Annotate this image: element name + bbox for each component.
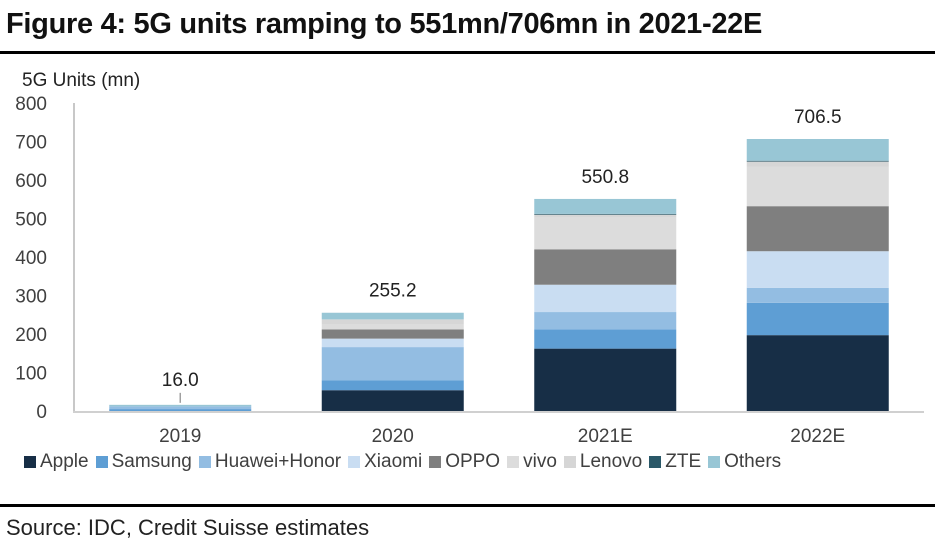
bar-segment-zte-2022e: [746, 160, 889, 162]
legend-item: vivo: [507, 451, 557, 473]
legend-item: ZTE: [649, 451, 701, 473]
legend-swatch-icon: [649, 456, 662, 468]
bar-segment-others-2022e: [746, 138, 889, 161]
bar-segment-samsung-2021e: [534, 329, 677, 349]
legend-swatch-icon: [95, 456, 108, 468]
bar-segment-apple-2020: [321, 390, 464, 411]
legend-label: ZTE: [665, 451, 702, 472]
bar-segment-samsung-2019: [109, 409, 252, 411]
legend-label: Xiaomi: [364, 451, 423, 472]
legend-swatch-icon: [507, 456, 520, 468]
bar-segment-lenovo-2020: [321, 319, 464, 324]
bar-segment-apple-2022e: [746, 335, 889, 411]
bar-segment-samsung-2020: [321, 380, 464, 391]
bar-segment-huawei-honor-2021e: [534, 312, 677, 330]
bar-segment-huawei-honor-2022e: [746, 287, 889, 303]
legend-label: Apple: [40, 451, 89, 472]
legend-label: Lenovo: [579, 451, 643, 472]
x-tick-label: 2020: [372, 426, 414, 445]
y-axis-ticks: 0 100 200 300 400 500 600 700 800: [15, 94, 47, 423]
legend-item: Lenovo: [563, 451, 643, 473]
legend-item: Apple: [24, 451, 89, 473]
legend-swatch-icon: [708, 456, 721, 468]
legend-item: OPPO: [429, 451, 500, 473]
total-data-label: 550.8: [581, 167, 629, 188]
y-tick-label: 400: [15, 248, 47, 269]
legend-item: Huawei+Honor: [198, 451, 342, 473]
bar-segment-oppo-2022e: [746, 206, 889, 252]
y-axis-label: 5G Units (mn): [22, 70, 140, 91]
bar-segment-xiaomi-2021e: [534, 284, 677, 313]
y-tick-label: 800: [15, 94, 47, 115]
bar-segment-others-2020: [321, 312, 464, 320]
bar-segment-zte-2021e: [534, 213, 677, 215]
legend-swatch-icon: [198, 456, 211, 468]
y-tick-label: 200: [15, 325, 47, 346]
legend-item: Xiaomi: [348, 451, 422, 473]
bar-segment-others-2019: [109, 404, 252, 407]
title-rule: [0, 51, 935, 54]
legend-swatch-icon: [24, 456, 36, 468]
x-axis-ticks: 2019 2020 2021E 2022E: [159, 426, 845, 445]
x-tick-label: 2019: [159, 426, 201, 445]
legend-item: Samsung: [95, 451, 192, 473]
x-tick-label: 2022E: [790, 426, 845, 445]
bar-segment-xiaomi-2020: [321, 338, 464, 348]
y-tick-label: 300: [15, 287, 47, 308]
figure-title: Figure 4: 5G units ramping to 551mn/706m…: [6, 8, 763, 40]
source-note: Source: IDC, Credit Suisse estimates: [6, 515, 370, 540]
bar-segment-vivo-2022e: [746, 166, 889, 207]
bar-segment-oppo-2021e: [534, 249, 677, 285]
bar-segment-vivo-2021e: [534, 217, 677, 250]
legend-item: Others: [708, 451, 781, 473]
bar-segment-oppo-2020: [321, 329, 464, 339]
legend-label: Samsung: [111, 451, 192, 472]
bar-segment-others-2021e: [534, 198, 677, 214]
y-tick-label: 100: [15, 364, 47, 385]
legend-label: Others: [724, 451, 782, 472]
bar-segment-lenovo-2022e: [746, 161, 889, 167]
source-rule: [0, 504, 935, 507]
bar-segment-huawei-honor-2020: [321, 347, 464, 381]
y-tick-label: 0: [36, 402, 47, 423]
stacked-bar-chart: 5G Units (mn) 0100200300400500600700800 …: [15, 70, 924, 445]
y-tick-label: 500: [15, 210, 47, 231]
legend-swatch-icon: [348, 456, 361, 468]
legend-label: vivo: [523, 451, 557, 472]
total-data-label: 706.5: [794, 107, 842, 128]
total-labels: 16.0 255.2 550.8 706.5: [162, 107, 842, 403]
bar-segment-xiaomi-2022e: [746, 251, 889, 288]
legend-label: Huawei+Honor: [214, 451, 342, 472]
total-data-label: 255.2: [369, 281, 417, 302]
bar-segment-apple-2021e: [534, 348, 677, 411]
legend: Apple Samsung Huawei+Honor Xiaomi OPPO vivo Le…: [24, 451, 934, 473]
bar-segment-samsung-2022e: [746, 302, 889, 336]
x-tick-label: 2021E: [578, 426, 633, 445]
y-tick-label: 600: [15, 171, 47, 192]
legend-swatch-icon: [429, 456, 442, 468]
bars: [109, 138, 889, 411]
y-tick-label: 700: [15, 133, 47, 154]
bar-segment-huawei-honor-2019: [109, 406, 252, 410]
legend-swatch-icon: [563, 456, 576, 468]
total-data-label: 16.0: [162, 370, 199, 391]
bar-segment-lenovo-2021e: [534, 214, 677, 218]
bar-segment-vivo-2020: [321, 323, 464, 330]
legend-label: OPPO: [445, 451, 501, 472]
